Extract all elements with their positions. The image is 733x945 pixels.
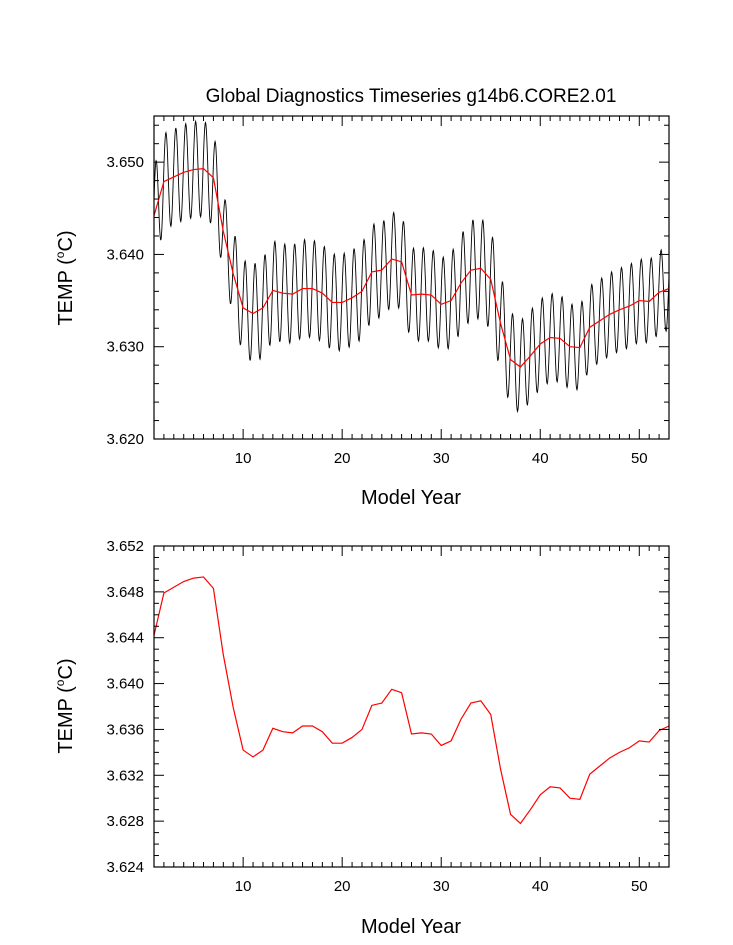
top-series-annual-mean-line (154, 167, 669, 368)
bottom-x-tick-label: 10 (235, 878, 252, 895)
bottom-plot-frame (153, 545, 670, 868)
bottom-y-tick-label: 3.644 (106, 630, 144, 647)
top-x-tick-label: 20 (334, 450, 351, 467)
bottom-x-tick-label: 50 (631, 878, 648, 895)
bottom-plot-area (154, 576, 669, 825)
top-y-axis-label: TEMP (oC) (53, 230, 77, 325)
bottom-x-tick-label: 20 (334, 878, 351, 895)
top-plot-area (154, 119, 669, 414)
top-y-axis-label-sup: o (53, 251, 67, 258)
top-x-tick-label: 50 (631, 450, 648, 467)
top-y-axis-label-tail: C) (55, 230, 77, 251)
top-y-axis-label-main: TEMP ( (55, 258, 77, 326)
top-y-tick-label: 3.630 (106, 339, 144, 356)
top-chart-title: Global Diagnostics Timeseries g14b6.CORE… (206, 86, 617, 107)
bottom-y-axis-label-sup: o (53, 679, 67, 686)
bottom-x-tick-label: 30 (433, 878, 450, 895)
top-x-tick-label: 10 (235, 450, 252, 467)
top-y-tick-label: 3.620 (106, 431, 144, 448)
bottom-y-tick-label: 3.628 (106, 813, 144, 830)
bottom-y-tick-label: 3.640 (106, 676, 144, 693)
bottom-x-axis-label: Model Year (361, 916, 461, 938)
bottom-y-axis-label-tail: C) (55, 658, 77, 679)
top-series-monthly-line (154, 119, 669, 414)
bottom-series-annual-mean-line (154, 576, 669, 825)
bottom-y-tick-label: 3.648 (106, 584, 144, 601)
bottom-y-axis-label: TEMP (oC) (53, 658, 77, 753)
bottom-y-tick-label: 3.632 (106, 767, 144, 784)
top-panel: Global Diagnostics Timeseries g14b6.CORE… (53, 86, 670, 509)
top-x-axis-label: Model Year (361, 487, 461, 509)
bottom-x-tick-label: 40 (532, 878, 549, 895)
top-axis-ticks: 10 20 30 40 50 3.620 3.630 3.640 3.650 (106, 116, 670, 467)
top-x-tick-label: 30 (433, 450, 450, 467)
bottom-y-tick-label: 3.624 (106, 859, 144, 876)
bottom-y-tick-label: 3.636 (106, 721, 144, 738)
bottom-series-group (154, 576, 669, 825)
bottom-y-axis-label-main: TEMP ( (55, 686, 77, 754)
bottom-panel: 10 20 30 40 50 3.624 3.628 3.632 3.636 3.640 3.644… (53, 538, 670, 938)
top-y-tick-label: 3.640 (106, 246, 144, 263)
top-series-group (154, 119, 669, 414)
bottom-y-tick-label: 3.652 (106, 538, 144, 555)
bottom-axis-ticks: 10 20 30 40 50 3.624 3.628 3.632 3.636 3.640 3.644… (106, 538, 670, 895)
top-y-tick-label: 3.650 (106, 154, 144, 171)
top-x-tick-label: 40 (532, 450, 549, 467)
